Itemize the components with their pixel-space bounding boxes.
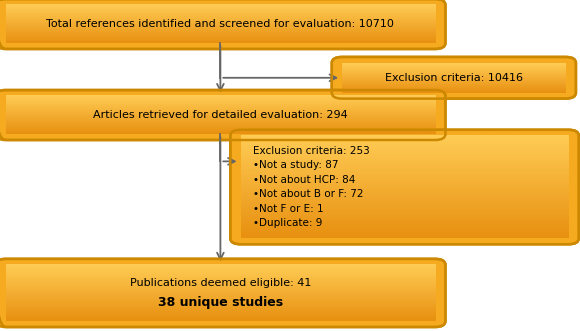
FancyBboxPatch shape <box>0 0 445 49</box>
Text: •Not about HCP: 84: •Not about HCP: 84 <box>253 175 356 185</box>
Text: 38 unique studies: 38 unique studies <box>158 296 283 309</box>
Text: •Not a study: 87: •Not a study: 87 <box>253 161 339 170</box>
FancyBboxPatch shape <box>230 130 579 244</box>
Text: Publications deemed eligible: 41: Publications deemed eligible: 41 <box>130 278 311 288</box>
FancyBboxPatch shape <box>0 90 445 140</box>
Text: •Duplicate: 9: •Duplicate: 9 <box>253 218 323 228</box>
Text: Exclusion criteria: 10416: Exclusion criteria: 10416 <box>385 73 523 83</box>
Text: Articles retrieved for detailed evaluation: 294: Articles retrieved for detailed evaluati… <box>93 110 348 120</box>
Text: Total references identified and screened for evaluation: 10710: Total references identified and screened… <box>46 19 394 29</box>
Text: Exclusion criteria: 253: Exclusion criteria: 253 <box>253 146 370 156</box>
FancyBboxPatch shape <box>332 57 576 99</box>
Text: •Not about B or F: 72: •Not about B or F: 72 <box>253 189 364 199</box>
FancyBboxPatch shape <box>0 259 445 327</box>
Text: •Not F or E: 1: •Not F or E: 1 <box>253 204 324 213</box>
